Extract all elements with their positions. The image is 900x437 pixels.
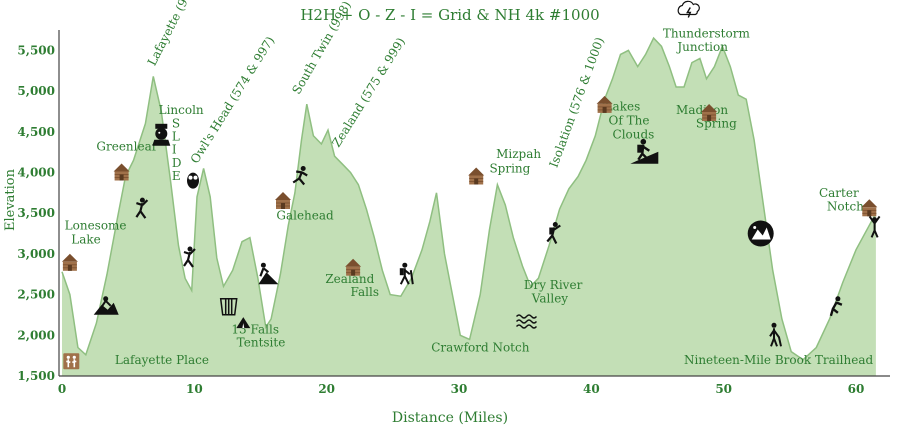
y-tick-label: 2,500 xyxy=(17,288,55,302)
hiker-descending-icon xyxy=(630,138,659,164)
annotation-label: Of The xyxy=(609,113,650,127)
x-tick-label: 0 xyxy=(58,382,66,396)
y-tick-label: 3,500 xyxy=(17,206,55,220)
hut-icon xyxy=(468,167,485,185)
hut-icon xyxy=(113,163,130,181)
hut-icon xyxy=(701,104,718,121)
axes-layer xyxy=(58,30,890,377)
river-waves-icon xyxy=(515,314,538,329)
annotation-label: Spring xyxy=(696,117,737,131)
annotation-label: Zealand (575 & 999) xyxy=(329,35,408,150)
x-tick-label: 60 xyxy=(848,382,865,396)
annotation-label: Lakes xyxy=(605,100,641,114)
y-tick-label: 3,000 xyxy=(17,247,55,261)
y-tick-label: 4,500 xyxy=(17,125,55,139)
y-tick-label: 5,000 xyxy=(17,84,55,98)
annotation-label: Spring xyxy=(489,161,530,175)
rock-slide-icon xyxy=(747,220,774,247)
annotation-label: Lafayette (996) xyxy=(145,0,200,68)
annotation-label: Lonesome xyxy=(65,218,127,232)
annotation-label: Valley xyxy=(531,292,568,306)
annotation-label: Nineteen-Mile Brook Trailhead xyxy=(684,353,874,367)
annotation-label: Notch xyxy=(827,200,864,214)
x-axis-label: Distance (Miles) xyxy=(392,410,508,426)
hiker-icon xyxy=(399,262,414,285)
annotation-label: D xyxy=(172,156,182,170)
annotation-label: Zealand xyxy=(325,272,374,286)
hiker-arms-up-icon xyxy=(868,215,881,238)
hut-icon xyxy=(275,192,291,209)
annotation-label: Crawford Notch xyxy=(431,341,530,355)
y-axis-label: Elevation xyxy=(3,168,18,231)
annotation-label: I xyxy=(172,143,177,157)
x-tick-label: 10 xyxy=(186,382,203,396)
hut-icon xyxy=(61,253,78,271)
elevation-area-layer xyxy=(61,36,877,376)
annotation-label: Carter xyxy=(819,186,859,200)
x-tick-label: 20 xyxy=(318,382,335,396)
annotation-label: Thunderstorm xyxy=(663,26,751,40)
x-tick-label: 30 xyxy=(451,382,468,396)
hut-icon xyxy=(861,199,878,217)
annotation-label: L xyxy=(172,130,180,144)
annotation-label: Falls xyxy=(350,285,379,299)
elevation-line xyxy=(61,36,877,361)
walker-icon xyxy=(769,322,782,347)
scramble-icon xyxy=(258,262,279,285)
hut-icon xyxy=(596,95,613,113)
annotation-label: Owl's Head (574 & 997) xyxy=(188,34,278,166)
lincoln-portrait-icon xyxy=(152,123,171,146)
chart-title: H2H + O - Z - I = Grid & NH 4k #1000 xyxy=(300,6,599,24)
x-tick-label: 50 xyxy=(715,382,732,396)
annotation-label: Lincoln xyxy=(159,103,204,117)
y-tick-label: 5,500 xyxy=(17,43,55,57)
hut-icon xyxy=(345,258,362,276)
climber-icon xyxy=(135,197,149,219)
annotation-label: Lake xyxy=(71,232,101,246)
hiker-silhouette-icon xyxy=(63,353,80,370)
y-tick-label: 2,000 xyxy=(17,328,55,342)
icon-layer xyxy=(61,0,881,370)
annotation-label: Dry River xyxy=(524,278,583,292)
x-tick-label: 40 xyxy=(583,382,600,396)
annotation-label: Tentsite xyxy=(237,336,286,350)
bouldering-icon xyxy=(93,296,119,315)
owl-icon xyxy=(187,172,199,189)
annotation-label: Greenleaf xyxy=(96,139,157,153)
annotation-label: Galehead xyxy=(276,209,334,223)
annotation-label: Mizpah xyxy=(496,147,541,161)
hiker-climbing-icon xyxy=(546,222,561,244)
tick-label-layer: 0 10 20 30 40 50 60 1,500 2,000 2,500 3,000 3,500 4,… xyxy=(17,43,864,396)
annotation-label: Lafayette Place xyxy=(115,353,209,367)
storm-cloud-icon xyxy=(677,0,700,18)
runner-icon xyxy=(292,166,308,186)
y-tick-label: 4,000 xyxy=(17,165,55,179)
annotation-label: Clouds xyxy=(613,127,655,141)
tent-icon xyxy=(236,317,251,329)
annotation-label: Junction xyxy=(675,40,728,54)
elevation-area xyxy=(62,38,876,376)
annotation-label: E xyxy=(172,169,181,183)
stretch-icon xyxy=(829,296,843,317)
y-tick-label: 1,500 xyxy=(17,369,55,383)
climber-icon xyxy=(183,246,196,268)
waterfall-icon xyxy=(219,298,238,316)
annotation-label: S xyxy=(172,117,180,131)
